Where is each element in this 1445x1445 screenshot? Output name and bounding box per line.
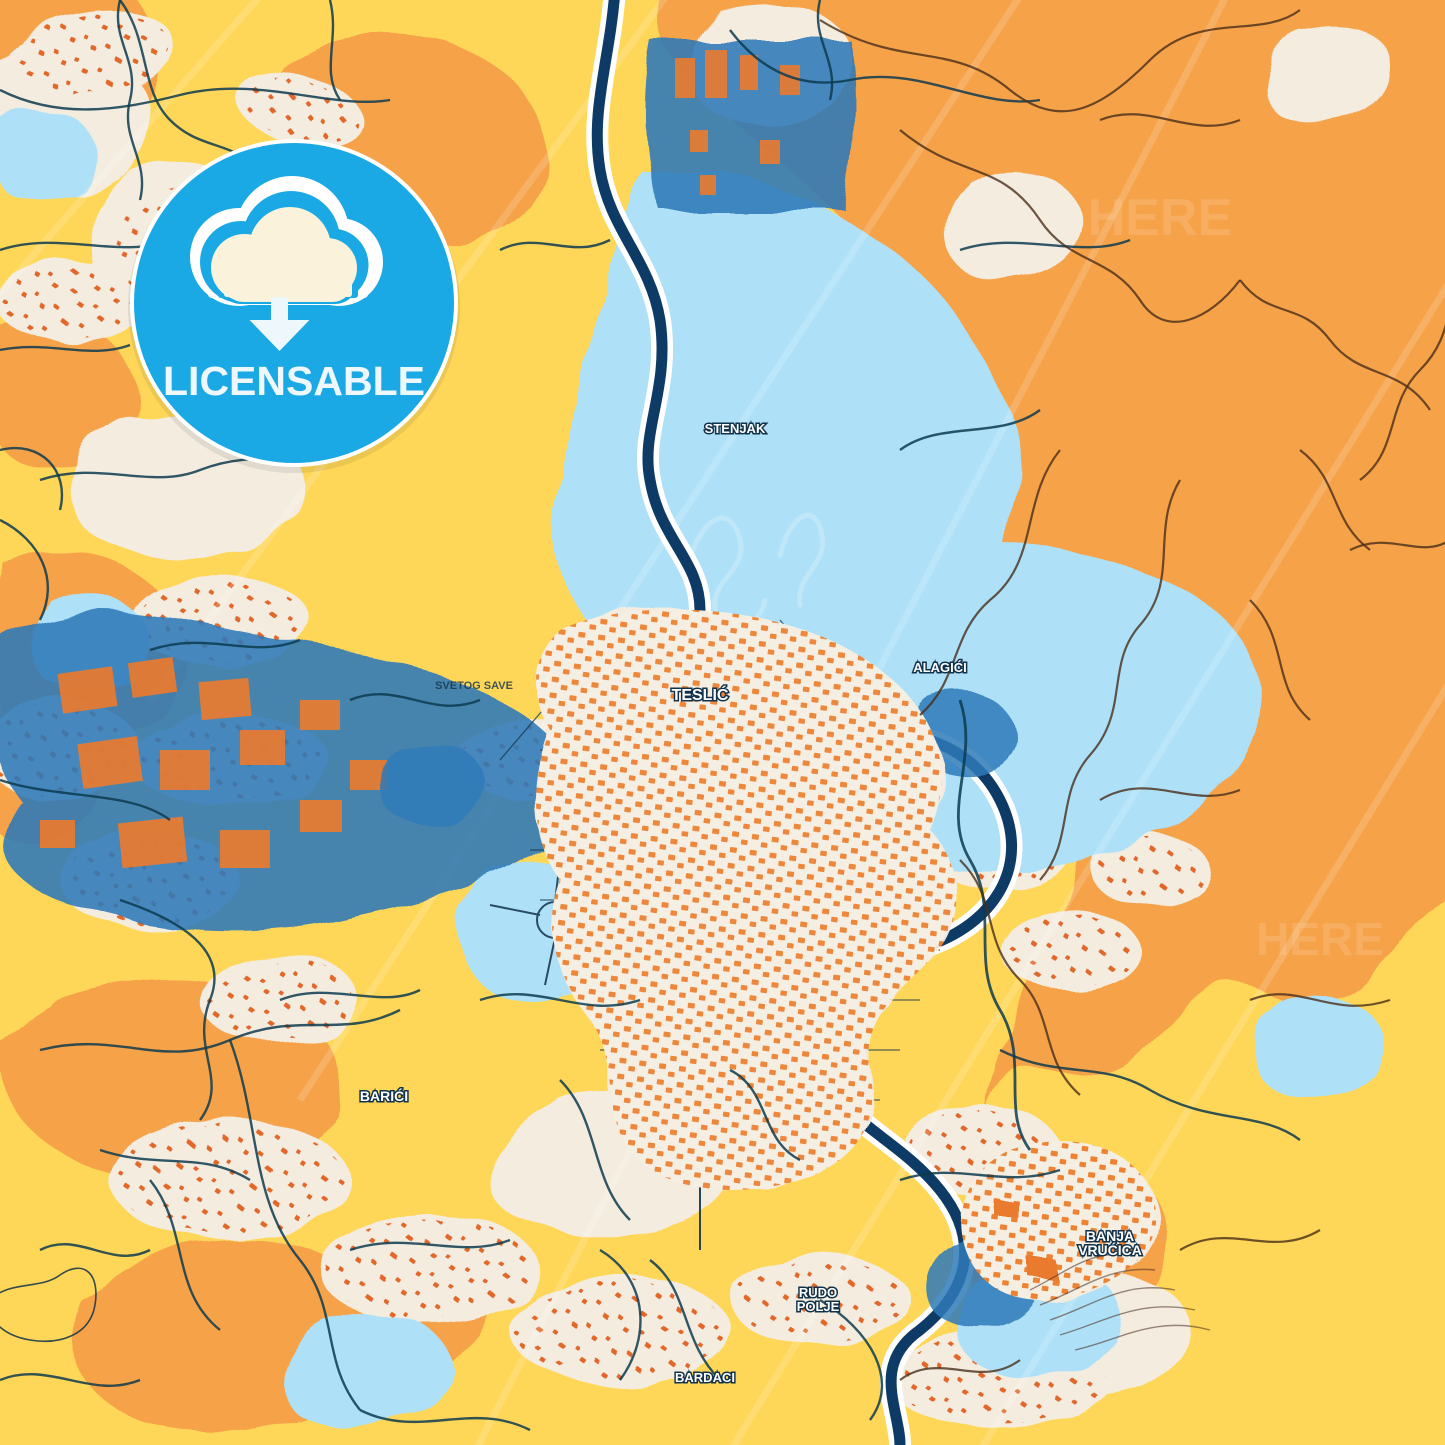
svg-text:LICENSABLE: LICENSABLE [163, 358, 425, 404]
